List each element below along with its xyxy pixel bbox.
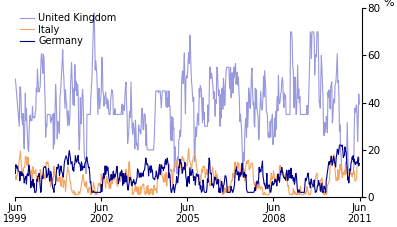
Line: United Kingdom: United Kingdom xyxy=(15,13,359,173)
Line: Germany: Germany xyxy=(15,145,359,192)
Line: Italy: Italy xyxy=(15,149,359,195)
Y-axis label: %: % xyxy=(384,0,394,8)
Legend: United Kingdom, Italy, Germany: United Kingdom, Italy, Germany xyxy=(20,13,117,46)
